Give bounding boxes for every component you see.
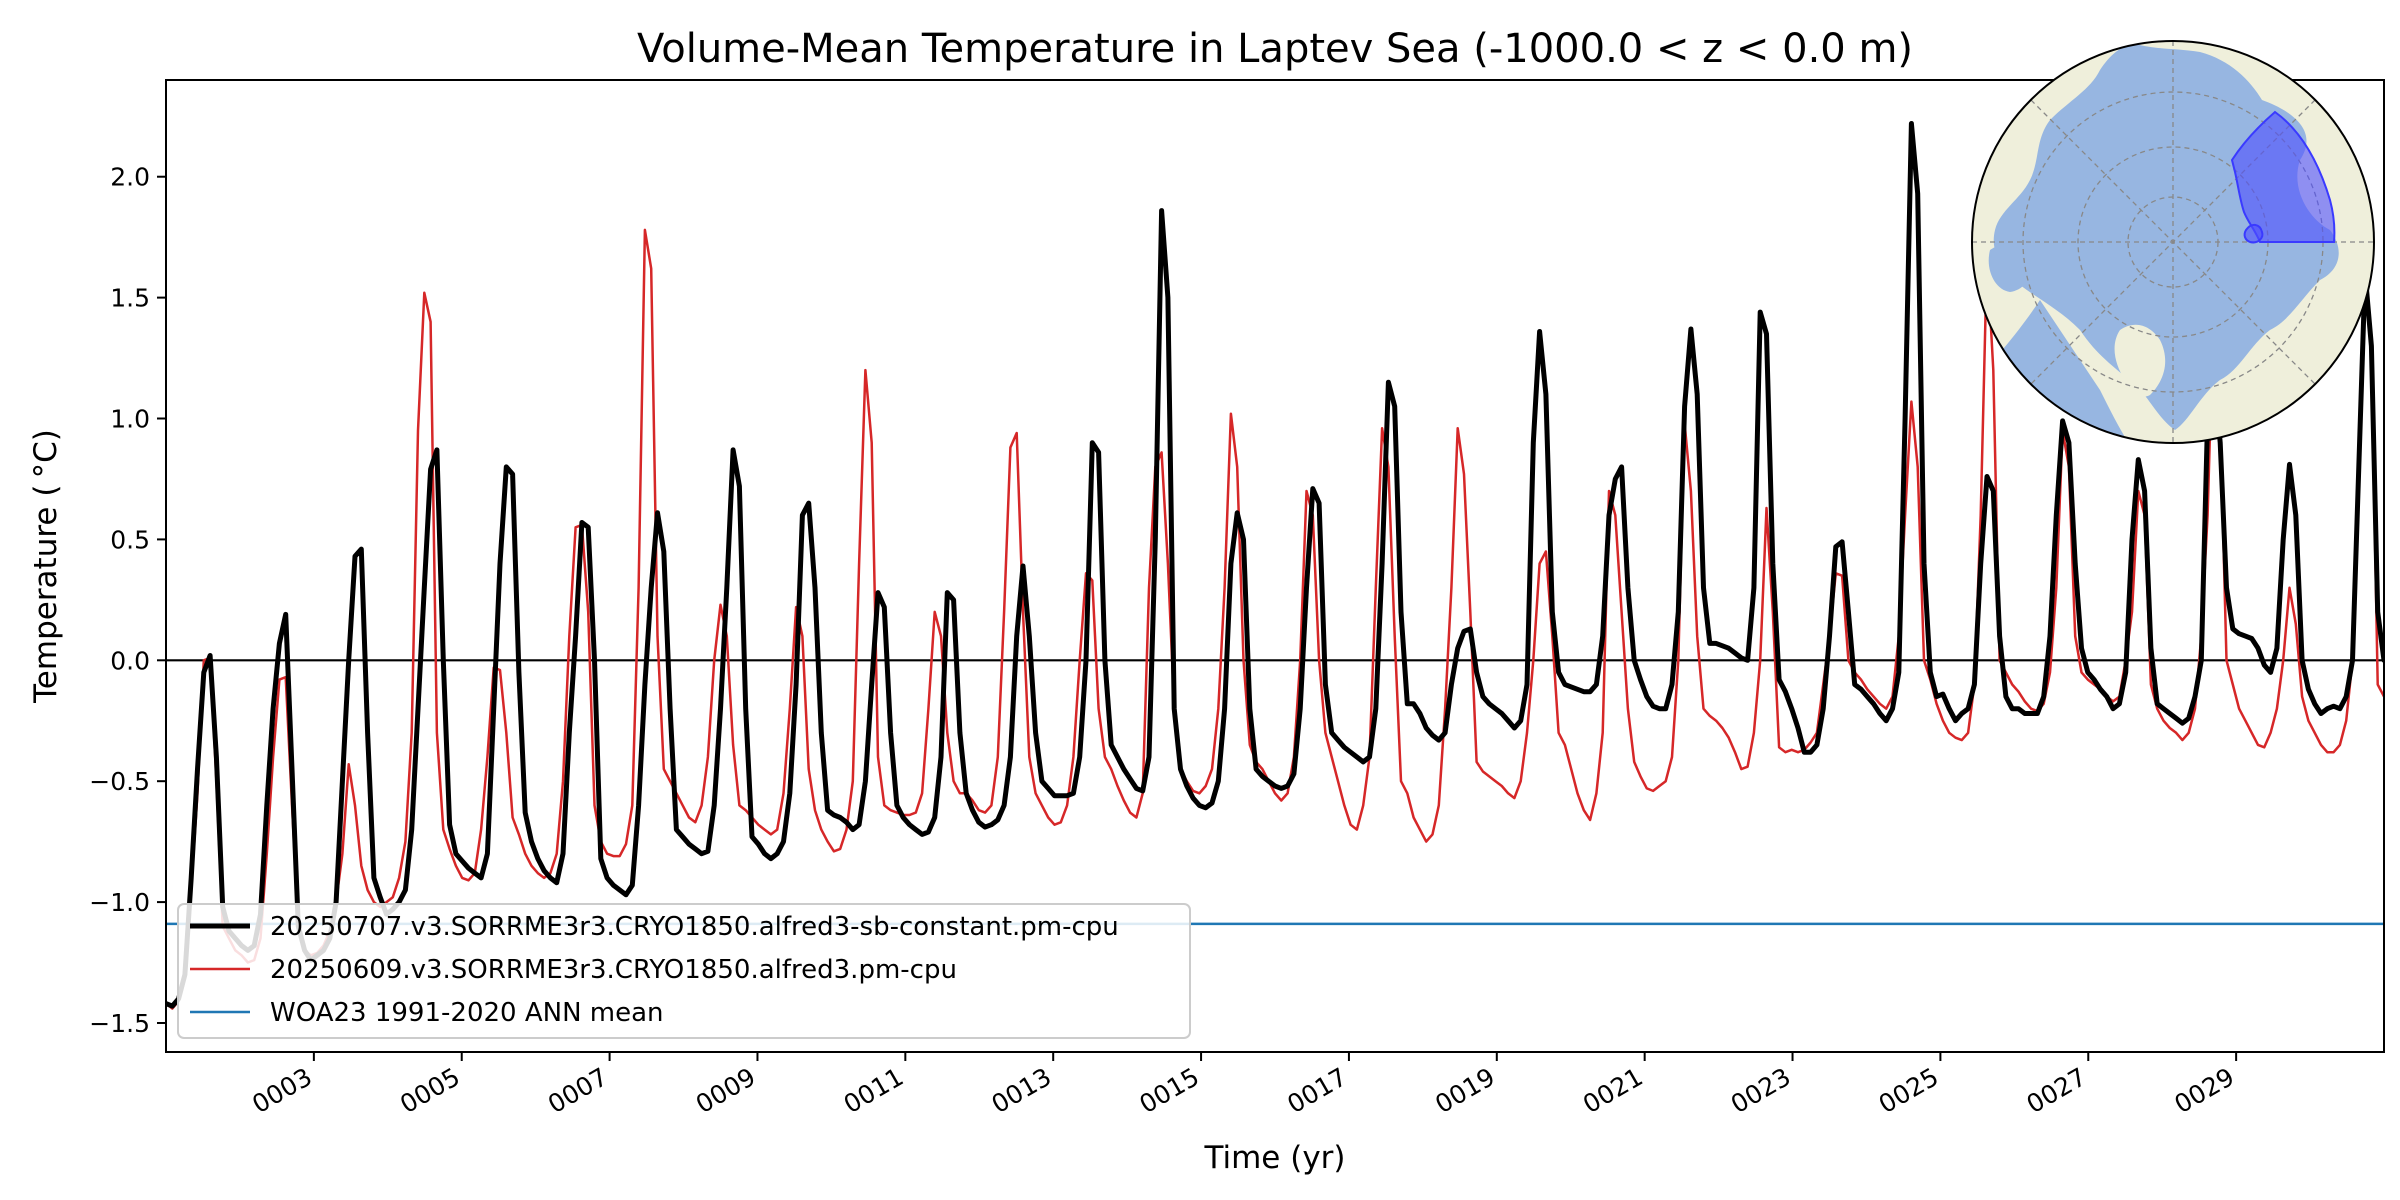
inset-map-border [1971,40,2375,444]
y-tick-label: 2.0 [110,163,150,192]
series-layer [166,121,2384,1010]
legend-label-series-1: 20250707.v3.SORRME3r3.CRYO1850.alfred3-s… [270,912,1119,942]
y-tick-label: 0.0 [110,646,150,675]
inset-map-laptev-island [2243,224,2264,244]
y-axis-label: Temperature ( °C) [28,429,64,704]
legend-label-series-3: WOA23 1991-2020 ANN mean [270,998,664,1028]
plot-frame [165,79,2385,1053]
inset-map-hudson [1988,244,2032,292]
x-axis-label: Time (yr) [1204,1140,1346,1176]
y-tick-label: −1.5 [89,1009,150,1038]
legend: 20250707.v3.SORRME3r3.CRYO1850.alfred3-s… [177,903,1191,1039]
y-tick-label: 0.5 [110,525,150,554]
series-line-1 [166,121,2384,1009]
inset-map [1971,40,2375,444]
chart-title: Volume-Mean Temperature in Laptev Sea (-… [637,26,1913,72]
inset-map-laptev-region [2230,110,2336,243]
y-axis: −1.5 −1.0 −0.5 0.0 0.5 1.0 1.5 2.0 [89,163,166,1038]
legend-box [177,903,1191,1039]
series-line-2 [166,228,2384,1010]
y-tick-label: −1.0 [89,888,150,917]
inset-map-greenland [2114,324,2166,397]
legend-label-series-2: 20250609.v3.SORRME3r3.CRYO1850.alfred3.p… [270,955,957,985]
y-tick-label: 1.0 [110,405,150,434]
y-tick-label: −0.5 [89,767,150,796]
y-tick-label: 1.5 [110,284,150,313]
